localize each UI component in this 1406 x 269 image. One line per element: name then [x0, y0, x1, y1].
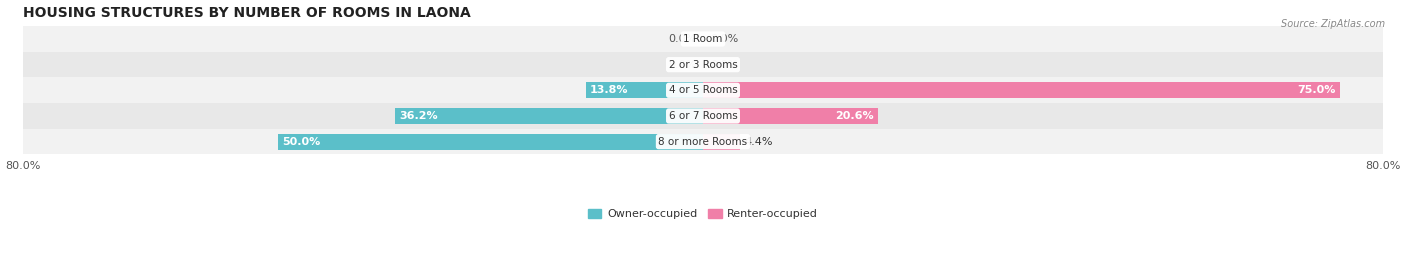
Text: 4 or 5 Rooms: 4 or 5 Rooms	[669, 85, 737, 95]
Text: 8 or more Rooms: 8 or more Rooms	[658, 137, 748, 147]
Text: 2 or 3 Rooms: 2 or 3 Rooms	[669, 60, 737, 70]
Bar	[24, 26, 1382, 52]
Bar	[395, 108, 703, 124]
Text: 50.0%: 50.0%	[283, 137, 321, 147]
Bar	[703, 108, 877, 124]
Bar	[703, 82, 1340, 98]
Text: 75.0%: 75.0%	[1298, 85, 1336, 95]
Bar	[24, 129, 1382, 154]
Bar	[703, 134, 741, 150]
Legend: Owner-occupied, Renter-occupied: Owner-occupied, Renter-occupied	[583, 204, 823, 224]
Text: 0.0%: 0.0%	[710, 60, 738, 70]
Text: 1 Room: 1 Room	[683, 34, 723, 44]
Bar	[24, 52, 1382, 77]
Bar	[586, 82, 703, 98]
Text: Source: ZipAtlas.com: Source: ZipAtlas.com	[1281, 19, 1385, 29]
Text: 13.8%: 13.8%	[591, 85, 628, 95]
Bar	[24, 77, 1382, 103]
Bar	[278, 134, 703, 150]
Text: 0.0%: 0.0%	[668, 34, 696, 44]
Text: HOUSING STRUCTURES BY NUMBER OF ROOMS IN LAONA: HOUSING STRUCTURES BY NUMBER OF ROOMS IN…	[24, 6, 471, 20]
Text: 20.6%: 20.6%	[835, 111, 873, 121]
Text: 0.0%: 0.0%	[710, 34, 738, 44]
Text: 0.0%: 0.0%	[668, 60, 696, 70]
Text: 4.4%: 4.4%	[745, 137, 773, 147]
Bar	[24, 103, 1382, 129]
Text: 6 or 7 Rooms: 6 or 7 Rooms	[669, 111, 737, 121]
Text: 36.2%: 36.2%	[399, 111, 439, 121]
